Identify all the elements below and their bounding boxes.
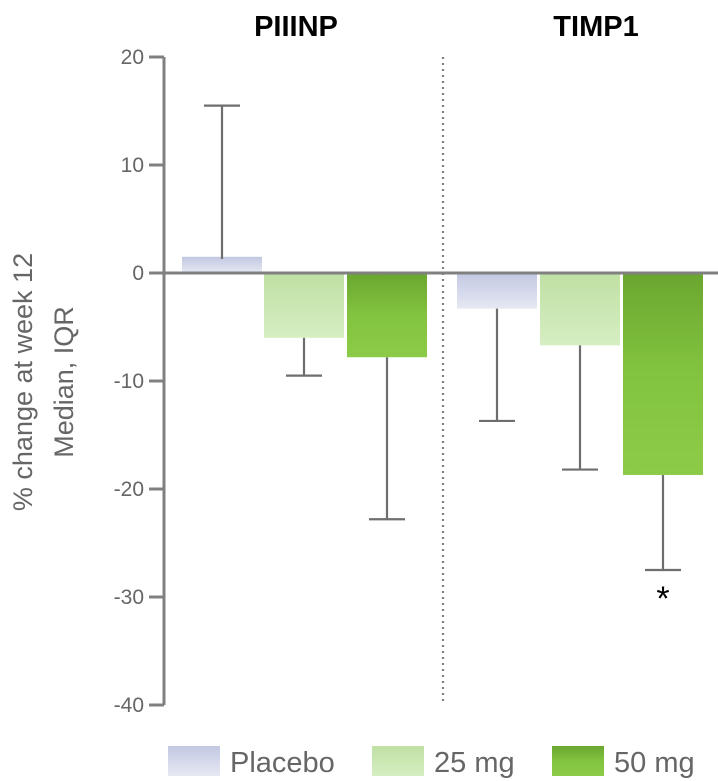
y-tick-label: -40 xyxy=(114,694,144,717)
bar-0-2 xyxy=(347,273,427,358)
panel-title-0: PIIINP xyxy=(254,11,338,43)
legend-swatch-2 xyxy=(552,746,604,776)
y-tick-label: -30 xyxy=(114,586,144,609)
y-tick-label: 0 xyxy=(132,262,144,285)
y-axis: 20 10 0 -10 -20 -30 -40 xyxy=(114,46,166,717)
legend-label-1: 25 mg xyxy=(434,747,515,779)
legend: Placebo 25 mg 50 mg xyxy=(168,746,695,779)
bar-0-0 xyxy=(182,256,262,273)
legend-swatch-1 xyxy=(372,746,424,776)
y-axis-label-line-1: % change at week 12 xyxy=(8,253,38,511)
panel-title-1: TIMP1 xyxy=(553,11,638,43)
legend-swatch-0 xyxy=(168,746,220,776)
y-tick-label: 10 xyxy=(121,154,144,177)
legend-label-2: 50 mg xyxy=(614,747,695,779)
y-tick-label: -20 xyxy=(114,478,144,501)
plot-area: PIIINP TIMP1 * xyxy=(164,11,718,705)
y-tick-label: -10 xyxy=(114,370,144,393)
significance-marker: * xyxy=(656,580,669,618)
legend-label-0: Placebo xyxy=(230,747,335,779)
y-axis-label-line-2: Median, IQR xyxy=(49,306,79,458)
y-tick-label: 20 xyxy=(121,46,144,69)
bar-1-2 xyxy=(623,273,703,475)
bar-1-0 xyxy=(457,273,537,309)
bar-1-1 xyxy=(540,273,620,346)
bar-0-1 xyxy=(264,273,344,338)
